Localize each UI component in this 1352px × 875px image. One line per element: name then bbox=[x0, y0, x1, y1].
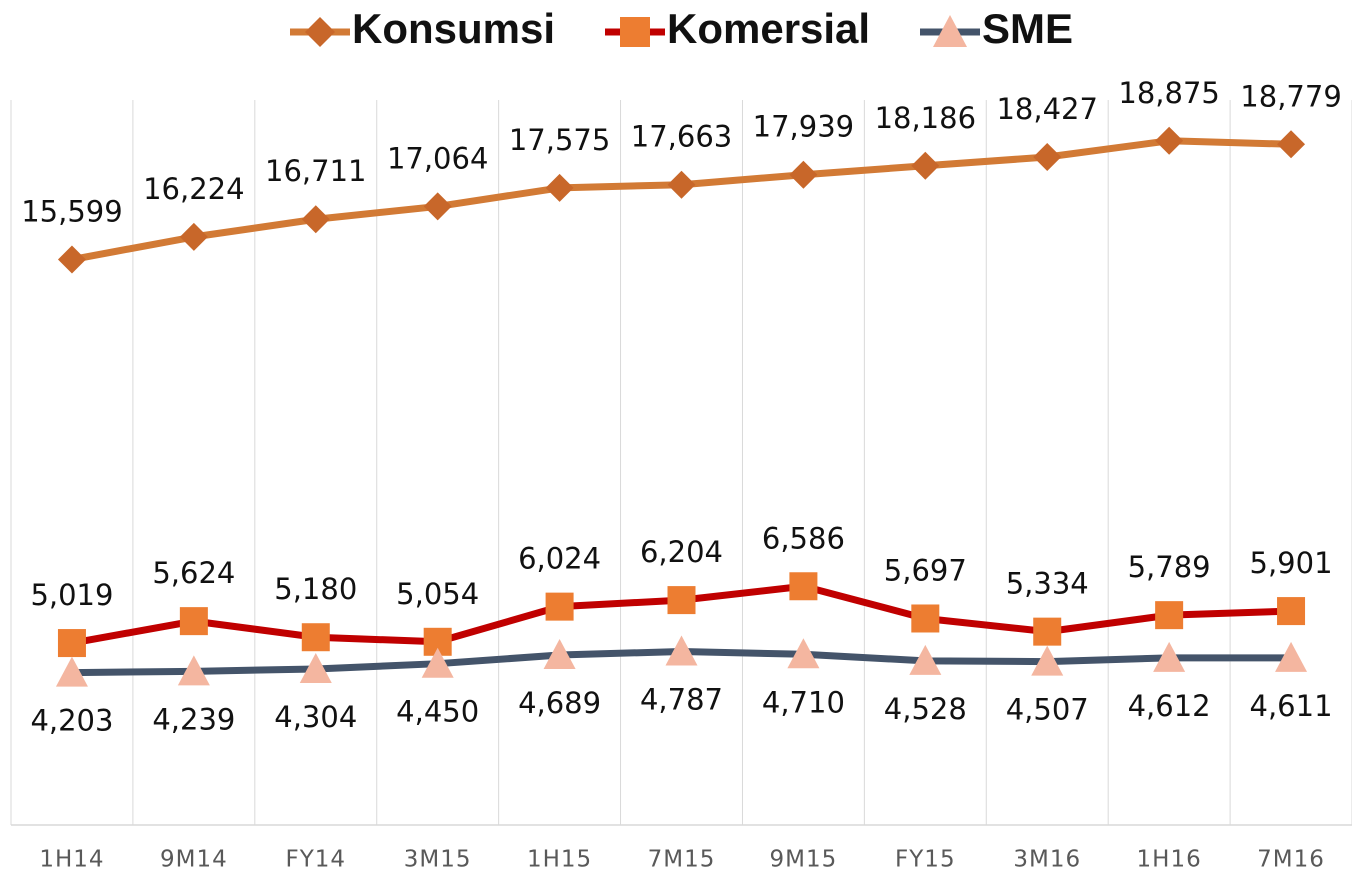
data-label: 4,710 bbox=[762, 685, 845, 719]
data-label: 5,901 bbox=[1250, 546, 1333, 580]
data-label: 17,939 bbox=[753, 110, 854, 144]
marker bbox=[789, 160, 818, 189]
marker bbox=[421, 647, 454, 678]
data-label: 16,224 bbox=[143, 172, 244, 206]
marker bbox=[789, 572, 818, 601]
x-tick-label: 1H15 bbox=[527, 847, 592, 873]
data-label: 4,450 bbox=[396, 695, 479, 729]
marker bbox=[787, 638, 820, 669]
marker bbox=[545, 592, 574, 621]
marker bbox=[57, 629, 86, 658]
x-tick-label: FY15 bbox=[895, 847, 956, 873]
marker bbox=[1155, 126, 1184, 155]
x-tick-label: 1H16 bbox=[1137, 847, 1202, 873]
legend-item: Konsumsi bbox=[290, 5, 555, 52]
x-tick-label: 7M16 bbox=[1257, 847, 1325, 873]
legend-label: Komersial bbox=[667, 5, 870, 52]
x-tick-label: 1H14 bbox=[39, 847, 104, 873]
x-tick-label: FY14 bbox=[285, 847, 346, 873]
marker bbox=[543, 639, 576, 670]
data-label: 4,304 bbox=[274, 700, 357, 734]
marker bbox=[1277, 130, 1306, 159]
marker bbox=[299, 652, 332, 683]
data-label: 5,054 bbox=[396, 577, 479, 611]
marker bbox=[55, 656, 88, 687]
marker bbox=[177, 655, 210, 686]
data-label: 5,180 bbox=[274, 572, 357, 606]
marker bbox=[1155, 601, 1184, 630]
data-label: 5,019 bbox=[30, 578, 113, 612]
marker bbox=[933, 15, 967, 47]
marker bbox=[620, 17, 650, 47]
data-label: 4,612 bbox=[1128, 689, 1211, 723]
data-label: 5,697 bbox=[884, 553, 967, 587]
data-label: 17,575 bbox=[509, 123, 610, 157]
marker bbox=[57, 245, 86, 274]
marker bbox=[911, 604, 940, 633]
marker bbox=[1277, 597, 1306, 626]
data-label: 5,624 bbox=[152, 556, 235, 590]
data-label: 4,239 bbox=[152, 702, 235, 736]
marker bbox=[1153, 641, 1186, 672]
data-label: 4,203 bbox=[30, 704, 113, 738]
legend-label: Konsumsi bbox=[352, 5, 555, 52]
marker bbox=[911, 151, 940, 180]
marker bbox=[1033, 617, 1062, 646]
marker bbox=[545, 173, 574, 202]
x-tick-label: 7M15 bbox=[648, 847, 716, 873]
data-label: 5,789 bbox=[1128, 550, 1211, 584]
data-label: 17,663 bbox=[631, 120, 732, 154]
data-label: 17,064 bbox=[387, 141, 488, 175]
data-label: 18,427 bbox=[996, 92, 1097, 126]
x-tick-label: 9M15 bbox=[770, 847, 838, 873]
marker bbox=[423, 192, 452, 221]
marker bbox=[1275, 641, 1308, 672]
data-label: 6,024 bbox=[518, 542, 601, 576]
marker bbox=[667, 586, 696, 615]
data-label: 18,186 bbox=[875, 101, 976, 135]
data-label: 18,875 bbox=[1118, 76, 1219, 110]
data-label: 15,599 bbox=[21, 195, 122, 229]
marker bbox=[667, 170, 696, 199]
data-label: 4,787 bbox=[640, 682, 723, 716]
data-label: 6,586 bbox=[762, 521, 845, 555]
data-label: 4,528 bbox=[884, 692, 967, 726]
marker bbox=[301, 623, 330, 652]
marker bbox=[179, 607, 208, 636]
marker bbox=[179, 222, 208, 251]
legend-item: Komersial bbox=[605, 5, 870, 52]
x-tick-label: 9M14 bbox=[160, 847, 228, 873]
x-tick-label: 3M15 bbox=[404, 847, 472, 873]
data-label: 4,689 bbox=[518, 686, 601, 720]
marker bbox=[301, 205, 330, 234]
data-label: 4,611 bbox=[1250, 689, 1333, 723]
data-label: 5,334 bbox=[1006, 567, 1089, 601]
marker bbox=[1031, 645, 1064, 676]
legend-item: SME bbox=[920, 5, 1073, 52]
marker bbox=[665, 635, 698, 666]
data-label: 16,711 bbox=[265, 154, 366, 188]
marker bbox=[909, 644, 942, 675]
data-label: 18,779 bbox=[1240, 79, 1341, 113]
data-label: 6,204 bbox=[640, 535, 723, 569]
legend-label: SME bbox=[982, 5, 1073, 52]
x-tick-label: 3M16 bbox=[1013, 847, 1081, 873]
marker bbox=[305, 17, 335, 47]
data-label: 4,507 bbox=[1006, 693, 1089, 727]
marker bbox=[1033, 143, 1062, 172]
